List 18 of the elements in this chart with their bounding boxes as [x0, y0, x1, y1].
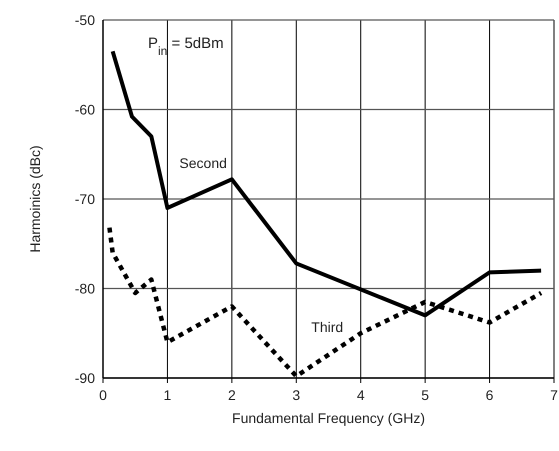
x-tick-label: 0: [99, 387, 108, 403]
series-label: Second: [179, 154, 227, 171]
annotation: P$_{in}$ = 5dBm: [148, 35, 224, 58]
x-tick-label: 7: [550, 387, 558, 403]
x-tick-label: 5: [421, 387, 430, 403]
y-axis-title: Harmoinics (dBc): [27, 145, 43, 253]
x-tick-label: 2: [228, 387, 236, 403]
x-tick-label: 4: [356, 387, 365, 403]
series-label: Third: [311, 319, 344, 336]
x-tick-label: 1: [164, 387, 172, 403]
y-tick-label: -50: [74, 12, 96, 28]
x-tick-label: 3: [292, 387, 300, 403]
y-tick-label: -80: [74, 280, 96, 296]
x-tick-label: 6: [486, 387, 494, 403]
y-tick-label: -90: [74, 370, 96, 386]
y-tick-label: -60: [74, 102, 96, 118]
x-axis-title: Fundamental Frequency (GHz): [232, 410, 425, 426]
y-tick-label: -70: [74, 191, 96, 207]
